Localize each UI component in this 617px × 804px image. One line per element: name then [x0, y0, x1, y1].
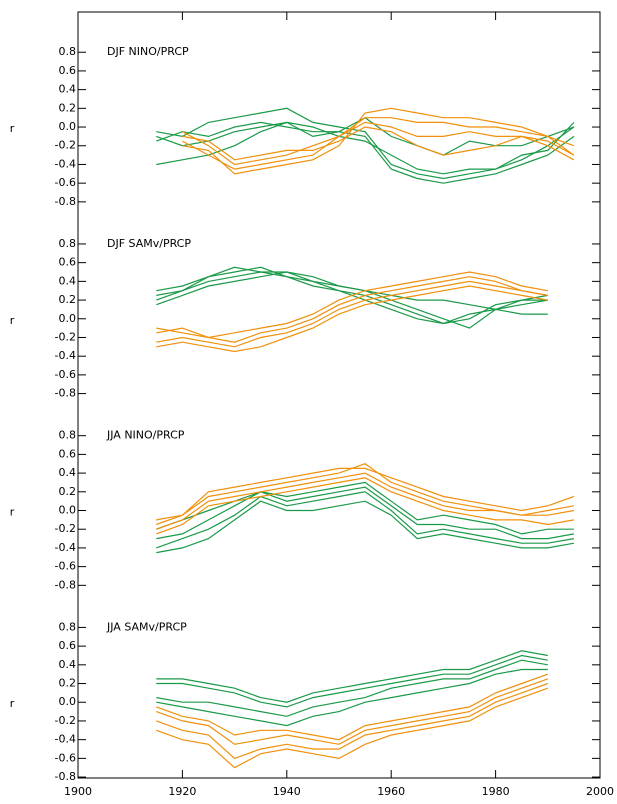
y-tick-label: -0.4	[55, 541, 76, 554]
y-tick-label: -0.8	[55, 770, 76, 783]
series-line	[156, 673, 549, 741]
y-tick-label: 0.2	[59, 293, 77, 306]
x-tick-label: 1960	[377, 785, 405, 798]
plot-frame	[77, 11, 601, 779]
y-tick-label: 0.6	[59, 447, 77, 460]
y-tick-label: -0.2	[55, 522, 76, 535]
series-line	[156, 687, 549, 769]
y-tick-label: 0.6	[59, 64, 77, 77]
x-tick-label: 1900	[64, 785, 92, 798]
y-tick-label: 0.8	[59, 429, 77, 442]
series-line	[156, 121, 575, 175]
series-line	[156, 491, 575, 549]
series-line	[182, 117, 575, 170]
series-line	[156, 463, 575, 526]
y-tick-label: -0.6	[55, 176, 76, 189]
series-line	[182, 107, 575, 175]
panel-title: JJA SAMv/PRCP	[106, 620, 187, 633]
series-line	[156, 486, 575, 540]
y-tick-label: 0.2	[59, 101, 77, 114]
series-line	[182, 126, 575, 161]
series-line	[156, 280, 548, 348]
series-line	[156, 477, 575, 535]
series-line	[156, 682, 549, 760]
series-line	[156, 500, 575, 554]
y-tick-label: -0.4	[55, 349, 76, 362]
series-line	[156, 654, 548, 708]
series-line	[156, 481, 574, 535]
y-tick-label: 0.4	[59, 274, 77, 287]
x-tick-label: 1940	[273, 785, 301, 798]
y-axis-label: r	[10, 314, 15, 327]
y-axis-label: r	[10, 697, 15, 710]
panel-title: DJF SAMv/PRCP	[107, 237, 191, 250]
panel-title: JJA NINO/PRCP	[106, 429, 185, 442]
series-line	[156, 276, 548, 343]
series-line	[156, 271, 548, 339]
y-tick-label: 0.8	[59, 237, 77, 250]
y-tick-label: -0.8	[55, 578, 76, 591]
series-line	[156, 271, 548, 315]
y-tick-label: -0.6	[55, 751, 76, 764]
series-line	[156, 266, 548, 329]
y-tick-label: 0.6	[59, 256, 77, 269]
y-tick-label: 0.4	[59, 83, 77, 96]
x-tick-label: 1980	[482, 785, 510, 798]
panel-title: DJF NINO/PRCP	[107, 45, 189, 58]
y-tick-label: 0.4	[59, 466, 77, 479]
y-axis-label: r	[10, 506, 15, 519]
x-tick-label: 2000	[586, 785, 614, 798]
y-tick-label: 0.2	[59, 677, 77, 690]
series-line	[156, 285, 548, 353]
y-tick-label: -0.6	[55, 560, 76, 573]
y-tick-label: -0.4	[55, 157, 76, 170]
y-tick-label: -0.8	[55, 387, 76, 400]
y-tick-label: -0.6	[55, 368, 76, 381]
series-line	[156, 121, 575, 184]
y-tick-label: 0.4	[59, 658, 77, 671]
series-line	[182, 121, 575, 166]
y-tick-label: 0.6	[59, 639, 77, 652]
y-tick-label: 0.2	[59, 485, 77, 498]
y-tick-label: 0.8	[59, 620, 77, 633]
series-line	[156, 659, 548, 717]
series-line	[156, 678, 549, 745]
series-line	[156, 107, 575, 180]
y-tick-label: -0.2	[55, 330, 76, 343]
y-axis-label: r	[10, 122, 15, 135]
y-tick-label: -0.2	[55, 714, 76, 727]
y-tick-label: 0.0	[59, 504, 77, 517]
y-tick-label: -0.8	[55, 195, 76, 208]
y-tick-label: 0.8	[59, 45, 77, 58]
y-tick-label: 0.0	[59, 312, 77, 325]
series-line	[156, 467, 575, 521]
y-tick-label: -0.2	[55, 139, 76, 152]
y-tick-label: 0.0	[59, 120, 77, 133]
y-tick-label: 0.0	[59, 695, 77, 708]
series-line	[156, 668, 548, 727]
x-tick-label: 1920	[168, 785, 196, 798]
y-tick-label: -0.4	[55, 733, 76, 746]
series-line	[156, 650, 548, 703]
